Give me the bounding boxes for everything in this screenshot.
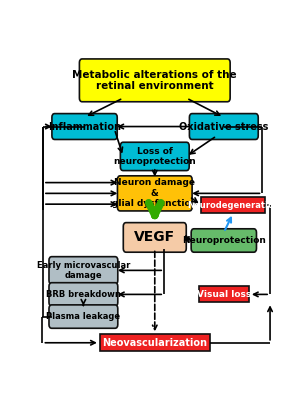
Text: Metabolic alterations of the
retinal environment: Metabolic alterations of the retinal env…	[72, 70, 237, 91]
Text: Early microvascular
damage: Early microvascular damage	[37, 261, 130, 280]
FancyBboxPatch shape	[79, 59, 230, 102]
Text: Neuroprotection: Neuroprotection	[182, 236, 266, 245]
Text: Neovascularization: Neovascularization	[102, 338, 207, 348]
FancyBboxPatch shape	[49, 305, 118, 328]
FancyBboxPatch shape	[49, 257, 118, 284]
FancyBboxPatch shape	[117, 176, 192, 211]
Bar	[201, 197, 265, 213]
Bar	[100, 334, 210, 351]
FancyBboxPatch shape	[120, 142, 189, 170]
Text: BRB breakdown: BRB breakdown	[46, 290, 121, 299]
Text: Neurodegeneration: Neurodegeneration	[187, 200, 280, 210]
Text: VEGF: VEGF	[134, 230, 175, 244]
FancyBboxPatch shape	[191, 229, 256, 252]
FancyBboxPatch shape	[49, 283, 118, 306]
Text: Oxidative stress: Oxidative stress	[179, 122, 268, 132]
Text: Neuron damage
&
glial dysfunction: Neuron damage & glial dysfunction	[112, 178, 197, 208]
Text: Visual loss: Visual loss	[197, 290, 251, 299]
FancyBboxPatch shape	[52, 114, 117, 140]
Bar	[199, 286, 249, 302]
FancyBboxPatch shape	[123, 223, 186, 252]
Text: Inflammation: Inflammation	[48, 122, 121, 132]
FancyBboxPatch shape	[189, 114, 258, 140]
Text: Loss of
neuroprotection: Loss of neuroprotection	[113, 147, 196, 166]
Text: Plasma leakage: Plasma leakage	[46, 312, 120, 321]
